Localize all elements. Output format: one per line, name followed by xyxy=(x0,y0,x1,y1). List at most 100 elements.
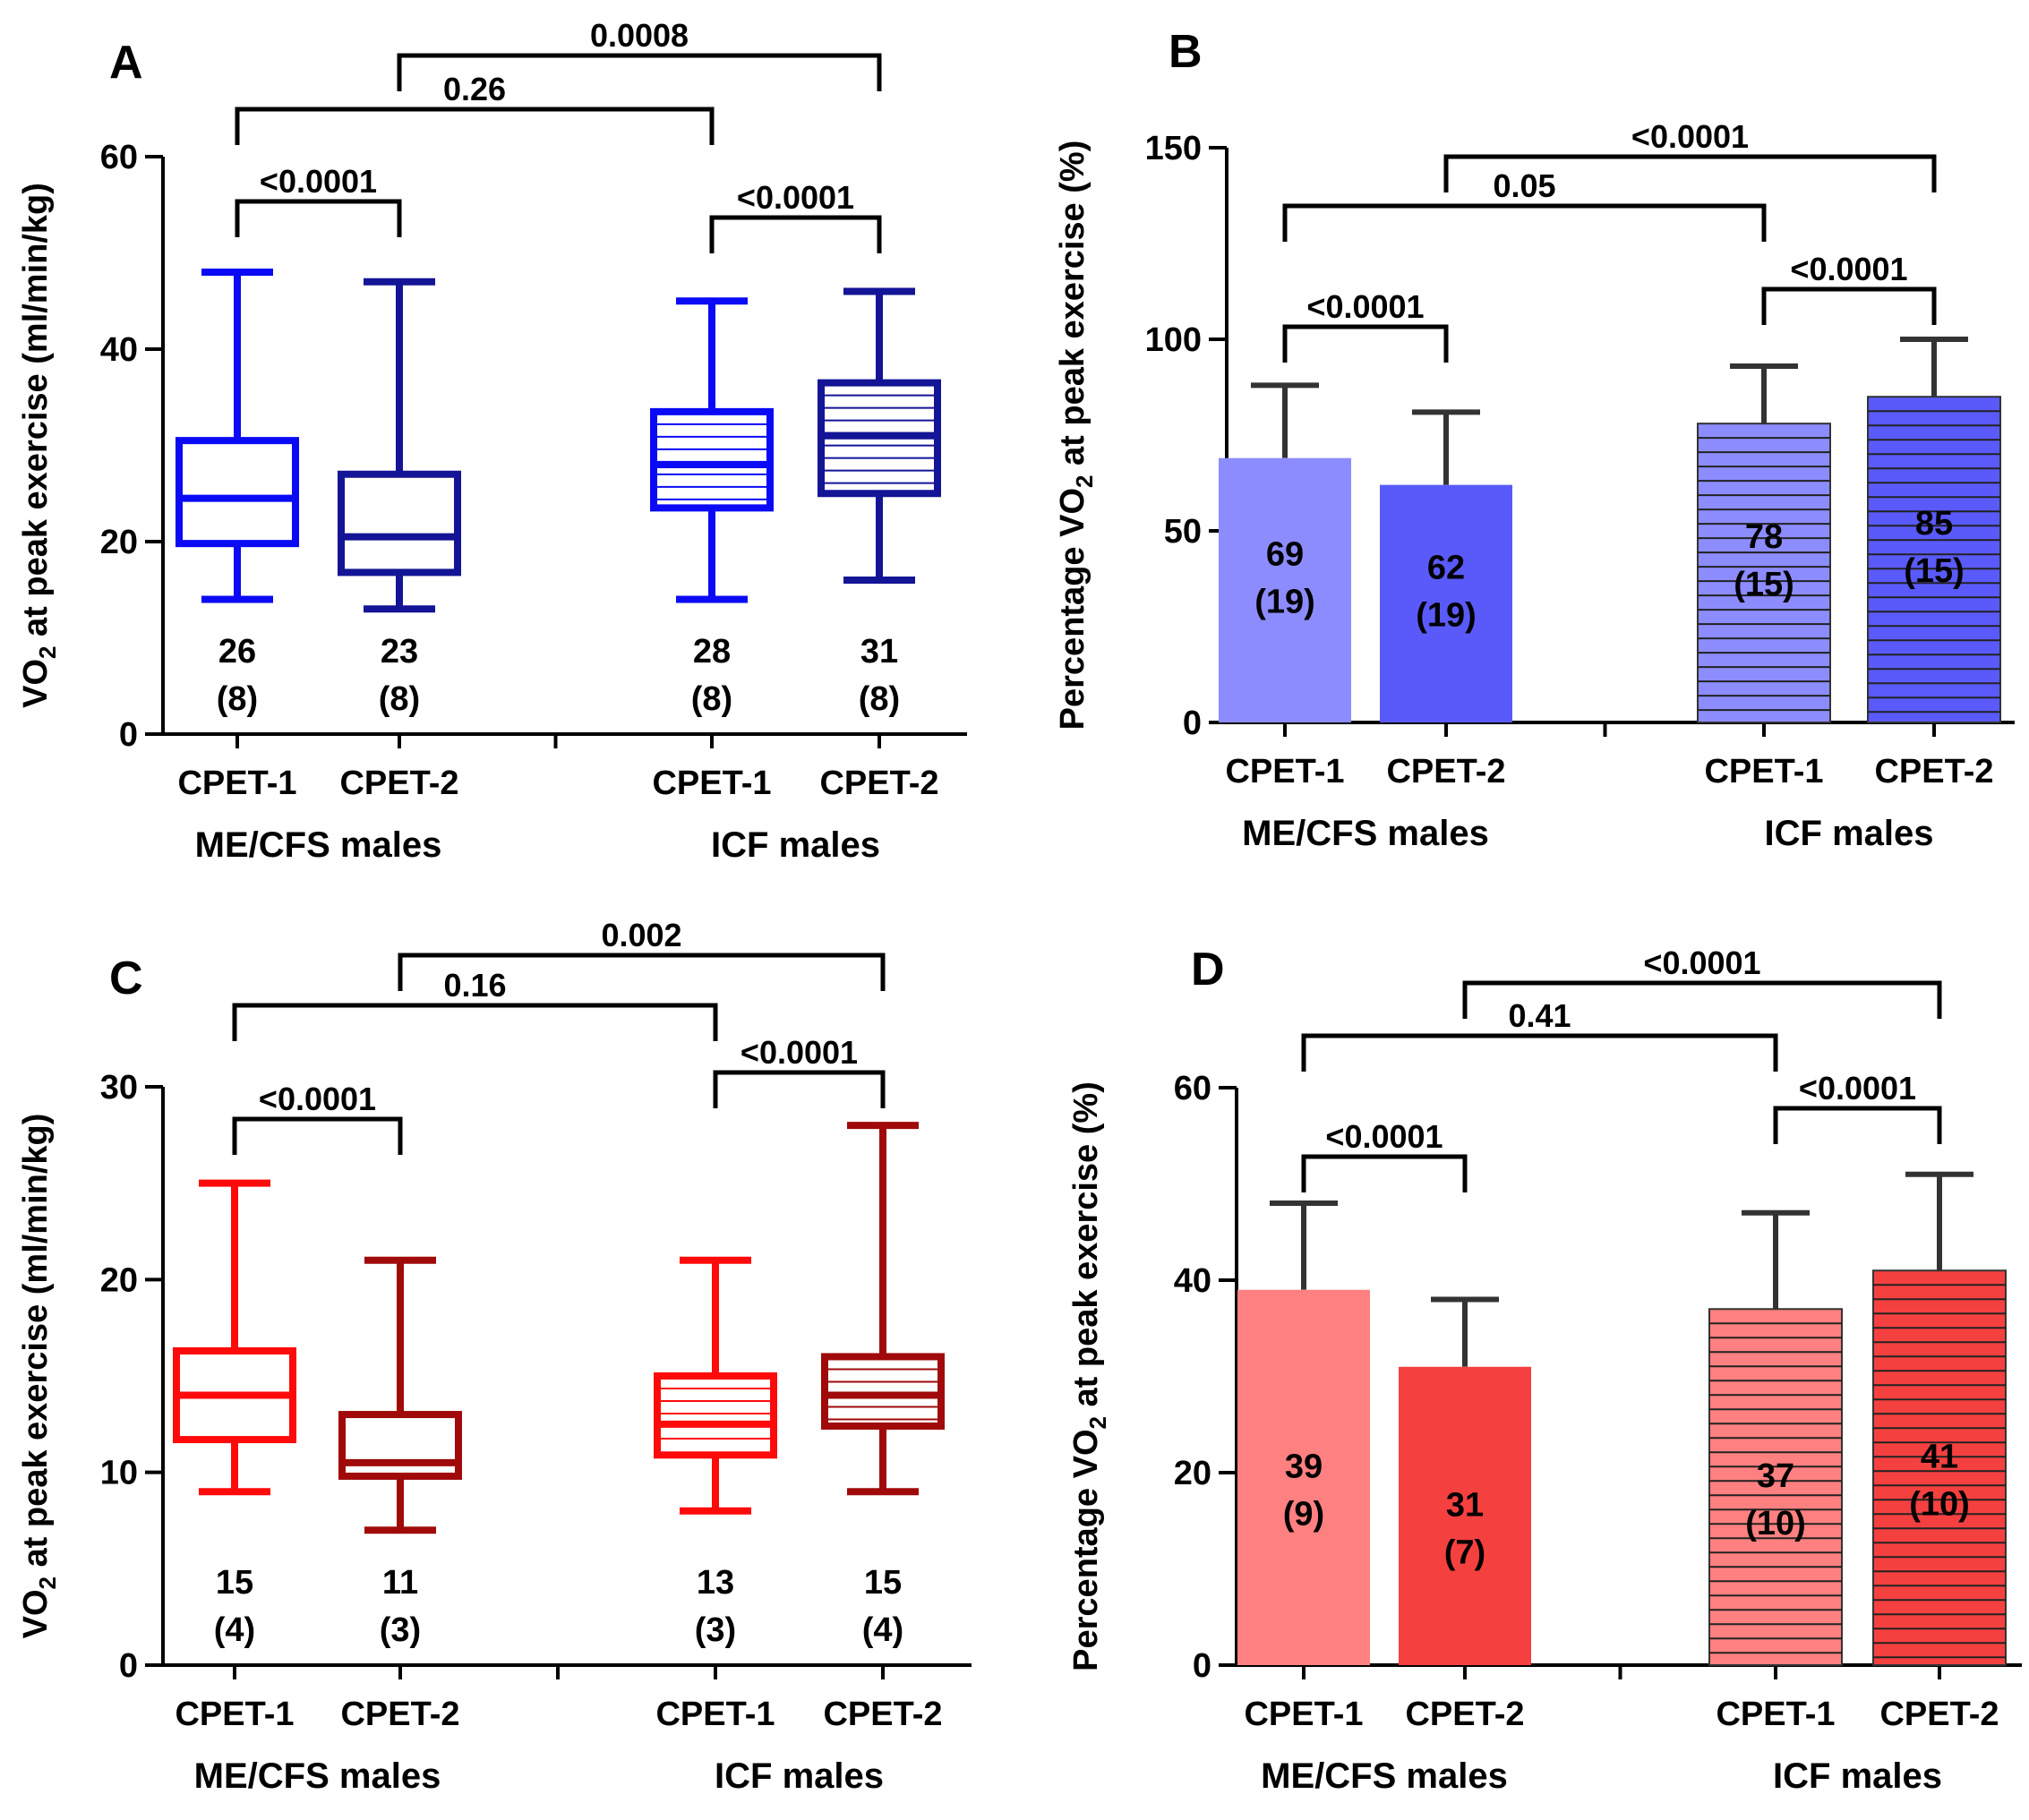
bar-sd-label: (15) xyxy=(1734,566,1794,603)
bar-value-label: 62 xyxy=(1427,549,1465,586)
bar-sd-label: (9) xyxy=(1283,1495,1324,1533)
p-value-label: <0.0001 xyxy=(260,163,377,200)
p-value-label: <0.0001 xyxy=(1631,118,1749,155)
x-group-label: ME/CFS males xyxy=(1242,814,1489,853)
p-value-label: <0.0001 xyxy=(1643,944,1760,981)
box-iqr xyxy=(176,437,299,548)
significance-bracket: <0.0001 xyxy=(1443,118,1937,192)
significance-bracket: 0.41 xyxy=(1301,997,1778,1072)
bar xyxy=(1219,457,1351,722)
sd-label: (8) xyxy=(691,680,732,718)
y-tick-label: 0 xyxy=(119,1647,138,1685)
y-tick-label: 20 xyxy=(1174,1455,1211,1492)
mean-label: 23 xyxy=(381,633,418,671)
bar xyxy=(1399,1366,1531,1665)
panel-letter: B xyxy=(1169,26,1203,78)
significance-bracket: <0.0001 xyxy=(709,179,882,253)
p-value-label: 0.41 xyxy=(1508,997,1571,1034)
sd-label: (8) xyxy=(859,680,900,718)
bracket-line xyxy=(1462,980,1942,1019)
bracket-line xyxy=(1761,286,1937,325)
p-value-label: 0.26 xyxy=(443,71,506,107)
p-value-label: 0.05 xyxy=(1493,167,1555,204)
bar-1: 31(7) xyxy=(1399,1296,1531,1665)
significance-bracket: <0.0001 xyxy=(1773,1070,1942,1144)
p-value-label: <0.0001 xyxy=(741,1034,858,1071)
bar-value-label: 31 xyxy=(1446,1486,1484,1524)
bar-sd-label: (10) xyxy=(1745,1505,1806,1542)
y-axis-label-main: VO xyxy=(17,659,55,708)
y-axis-label-rest: at peak exercise (ml/min/kg) xyxy=(17,1114,55,1576)
box-iqr xyxy=(650,407,774,512)
panel-b: B Percentage VO2 at peak exercise (%) 0 50 1… xyxy=(1054,26,2015,853)
bracket-line xyxy=(709,215,882,253)
bar-2: 37 (10) xyxy=(1708,1209,1843,1666)
x-category-label: CPET-1 xyxy=(1704,753,1823,790)
x-group-label: ME/CFS males xyxy=(1261,1756,1508,1796)
significance-bracket: <0.0001 xyxy=(713,1034,886,1108)
box-3: 31(8) xyxy=(818,287,941,718)
y-tick-label: 0 xyxy=(119,716,138,754)
bar-value-label: 39 xyxy=(1285,1448,1323,1485)
x-group-label: ICF males xyxy=(1765,814,1934,853)
bar-sd-label: (19) xyxy=(1254,583,1315,620)
p-value-label: <0.0001 xyxy=(737,179,854,216)
bracket-line xyxy=(235,199,402,237)
p-value-label: 0.16 xyxy=(443,967,506,1004)
sd-label: (3) xyxy=(695,1611,736,1649)
box-0: 26(8) xyxy=(176,269,299,718)
p-value-label: <0.0001 xyxy=(259,1081,376,1117)
p-value-label: 0.0008 xyxy=(590,17,689,54)
bar xyxy=(1237,1289,1370,1665)
box-2: 13(3) xyxy=(654,1256,777,1649)
significance-bracket: <0.0001 xyxy=(232,1081,403,1155)
significance-bracket: 0.0008 xyxy=(397,17,882,91)
bar-value-label: 85 xyxy=(1915,505,1953,543)
p-value-label: <0.0001 xyxy=(1325,1118,1443,1155)
box-iqr xyxy=(338,470,461,577)
sd-label: (8) xyxy=(217,680,258,718)
mean-label: 15 xyxy=(864,1564,902,1602)
y-axis-label-subscript: 2 xyxy=(34,646,61,659)
box-3: 15(4) xyxy=(821,1122,945,1649)
bar xyxy=(1380,484,1512,722)
bar-3: 85 (15) xyxy=(1867,337,2001,723)
x-group-label: ME/CFS males xyxy=(195,825,442,865)
x-category-label: CPET-2 xyxy=(1879,1696,1999,1733)
mean-label: 31 xyxy=(860,633,898,671)
p-value-label: <0.0001 xyxy=(1790,251,1907,287)
panel-letter: D xyxy=(1191,944,1225,995)
bracket-line xyxy=(1282,203,1767,242)
y-axis-label-rest: at peak exercise (ml/min/kg) xyxy=(17,183,55,645)
x-category-label: CPET-2 xyxy=(340,1696,459,1733)
bracket-line xyxy=(1773,1106,1942,1144)
bracket-line xyxy=(713,1070,886,1108)
mean-label: 15 xyxy=(216,1564,253,1602)
x-category-label: CPET-2 xyxy=(823,1696,942,1733)
y-axis-label-rest: at peak exercise (%) xyxy=(1054,141,1092,475)
x-category-label: CPET-2 xyxy=(1405,1696,1524,1733)
panel-c: C VO2 at peak exercise (ml/min/kg) 0 10 20 30… xyxy=(17,917,972,1796)
bar-0: 39(9) xyxy=(1237,1201,1370,1665)
sd-label: (4) xyxy=(862,1611,903,1649)
y-axis-label: Percentage VO2 at peak exercise (%) xyxy=(1054,141,1098,731)
x-category-label: CPET-2 xyxy=(1386,753,1505,790)
mean-label: 13 xyxy=(697,1564,734,1602)
panel-letter: A xyxy=(109,37,143,89)
x-category-label: CPET-2 xyxy=(819,765,938,802)
sd-label: (4) xyxy=(214,1611,255,1649)
significance-bracket: <0.0001 xyxy=(1462,944,1942,1019)
bracket-line xyxy=(1443,154,1937,192)
sd-label: (8) xyxy=(379,680,420,718)
bar xyxy=(1708,1308,1843,1666)
x-category-label: CPET-2 xyxy=(1874,753,1993,790)
y-tick-label: 0 xyxy=(1193,1647,1211,1685)
mean-label: 28 xyxy=(693,633,731,671)
bar-sd-label: (19) xyxy=(1416,596,1477,634)
bracket-line xyxy=(1301,1154,1468,1192)
p-value-label: <0.0001 xyxy=(1306,288,1424,325)
x-category-label: CPET-1 xyxy=(177,765,296,802)
bracket-line xyxy=(397,53,882,91)
